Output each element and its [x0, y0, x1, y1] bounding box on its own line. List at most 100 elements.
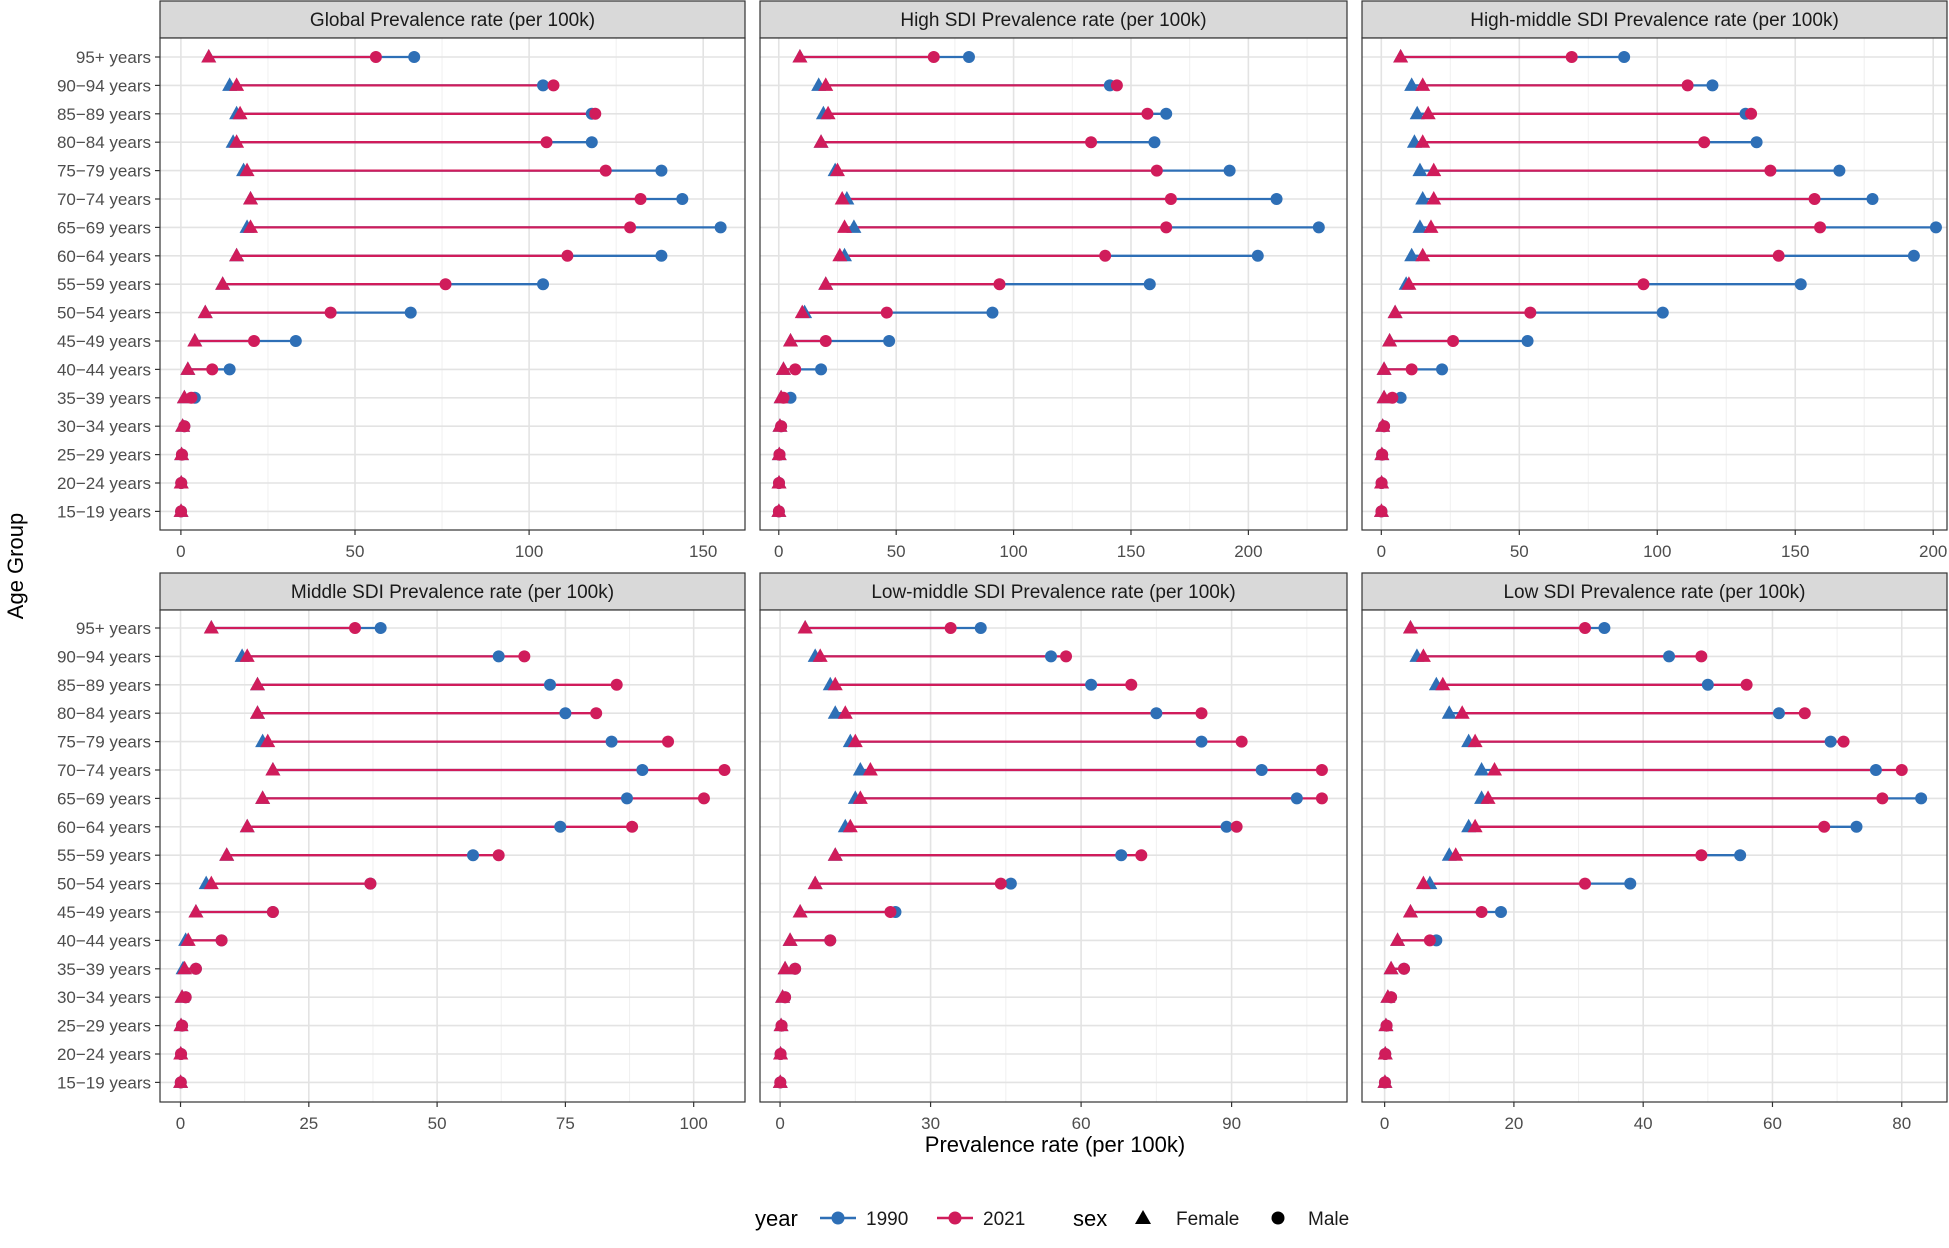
- point-2021-male: [927, 51, 940, 63]
- point-1990-male: [1772, 707, 1785, 720]
- point-2021-male: [248, 335, 261, 347]
- x-tick-label: 40: [1634, 1114, 1653, 1133]
- point-2021-male: [1565, 51, 1578, 63]
- point-2021-female: [255, 790, 271, 804]
- point-2021-female: [239, 162, 255, 177]
- legend: year 1990 2021 sex Female Male: [755, 1206, 1349, 1231]
- point-1990-male: [1436, 363, 1449, 376]
- y-tick-label: 90−94 years: [57, 76, 151, 95]
- legend-label-1990: 1990: [866, 1209, 908, 1230]
- point-2021-female: [842, 818, 858, 833]
- point-2021-male: [718, 764, 731, 776]
- point-2021-male: [1579, 622, 1592, 634]
- point-2021-female: [265, 762, 281, 776]
- point-2021-female: [203, 620, 219, 634]
- point-2021-male: [1230, 820, 1243, 833]
- point-2021-male: [175, 448, 188, 461]
- y-tick-label: 70−74 years: [57, 190, 151, 209]
- point-1990-male: [1394, 391, 1407, 404]
- x-tick-label: 0: [176, 542, 185, 561]
- panel-border: [1361, 37, 1948, 531]
- point-2021-male: [1681, 79, 1694, 92]
- point-2021-female: [820, 105, 836, 120]
- point-2021-male: [439, 278, 452, 291]
- panels: Global Prevalence rate (per 100k) 0 50 100 1…: [57, 0, 1948, 1133]
- point-2021-male: [215, 934, 228, 947]
- point-2021-male: [590, 707, 603, 720]
- facet-strip: [759, 0, 1348, 39]
- point-1990-female: [1404, 247, 1420, 262]
- point-2021-male: [775, 420, 788, 433]
- x-axis-label: Prevalence rate (per 100k): [925, 1132, 1185, 1157]
- x-tick-label: 100: [679, 1114, 707, 1133]
- point-1990-male: [537, 79, 550, 92]
- point-2021-female: [1426, 191, 1442, 205]
- point-2021-male: [540, 136, 553, 149]
- x-tick-label: 100: [515, 542, 543, 561]
- y-tick-label: 80−84 years: [57, 704, 151, 723]
- point-1990-female: [846, 219, 862, 233]
- point-2021-male: [824, 934, 837, 947]
- point-2021-male: [1808, 193, 1821, 205]
- point-2021-male: [1876, 792, 1889, 805]
- point-1990-male: [467, 849, 480, 862]
- point-1990-male: [537, 278, 550, 291]
- point-1990-male: [1150, 707, 1163, 720]
- point-1990-female: [1412, 162, 1428, 177]
- panel-border: [159, 609, 746, 1103]
- x-tick-label: 150: [1117, 542, 1145, 561]
- y-tick-label: 75−79 years: [57, 733, 151, 752]
- point-2021-male: [561, 249, 574, 262]
- y-tick-label: 40−44 years: [57, 931, 151, 950]
- point-2021-female: [239, 648, 255, 662]
- point-2021-male: [777, 391, 790, 404]
- point-2021-female: [813, 134, 829, 148]
- point-2021-male: [175, 477, 188, 489]
- point-2021-male: [634, 193, 647, 205]
- y-tick-label: 60−64 years: [57, 818, 151, 837]
- facet-strip: [759, 572, 1348, 611]
- point-2021-male: [189, 962, 202, 975]
- y-tick-label: 60−64 years: [57, 247, 151, 266]
- point-2021-male: [266, 906, 279, 918]
- point-1990-male: [1085, 678, 1098, 691]
- point-2021-female: [1393, 49, 1409, 63]
- point-1990-male: [404, 306, 417, 319]
- point-1990-female: [1412, 219, 1428, 233]
- panel-high-middle-sdi-prevalence-rate-per-100k: High-middle SDI Prevalence rate (per 100…: [1361, 0, 1948, 561]
- point-2021-male: [1798, 707, 1811, 720]
- point-2021-male: [789, 962, 802, 975]
- point-2021-male: [779, 991, 792, 1004]
- x-tick-label: 50: [346, 542, 365, 561]
- y-tick-label: 70−74 years: [57, 761, 151, 780]
- y-tick-label: 90−94 years: [57, 647, 151, 666]
- point-1990-male: [1312, 221, 1325, 234]
- point-2021-male: [775, 1019, 788, 1032]
- point-1990-male: [289, 335, 302, 347]
- point-1990-male: [1866, 193, 1879, 205]
- point-2021-male: [518, 650, 531, 663]
- point-1990-male: [1160, 107, 1173, 120]
- y-tick-label: 20−24 years: [57, 1045, 151, 1064]
- y-tick-label: 55−59 years: [57, 275, 151, 294]
- point-1990-male: [815, 363, 828, 376]
- point-2021-female: [203, 875, 219, 890]
- point-2021-female: [1467, 818, 1483, 833]
- point-2021-male: [773, 448, 786, 461]
- point-1990-male: [883, 335, 896, 347]
- point-2021-female: [250, 676, 265, 691]
- point-2021-female: [818, 77, 834, 91]
- panel-low-sdi-prevalence-rate-per-100k: Low SDI Prevalence rate (per 100k) 0 20 40 6…: [1361, 572, 1948, 1133]
- point-2021-female: [834, 191, 850, 205]
- point-2021-female: [1390, 932, 1406, 946]
- point-1990-male: [1824, 735, 1837, 748]
- point-2021-male: [662, 735, 675, 748]
- x-tick-label: 60: [1763, 1114, 1782, 1133]
- facet-title: High-middle SDI Prevalence rate (per 100…: [1470, 10, 1839, 31]
- point-2021-male: [1695, 849, 1708, 862]
- x-tick-label: 75: [556, 1114, 575, 1133]
- point-1990-female: [1474, 762, 1490, 776]
- x-tick-label: 0: [1377, 542, 1386, 561]
- facet-title: High SDI Prevalence rate (per 100k): [900, 10, 1206, 31]
- y-tick-label: 30−34 years: [57, 988, 151, 1007]
